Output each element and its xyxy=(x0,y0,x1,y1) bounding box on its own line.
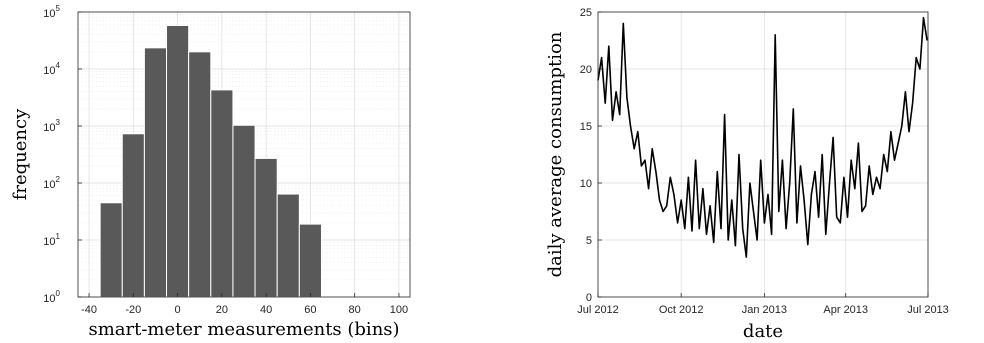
histogram-bar xyxy=(298,223,322,298)
line-x-tick-label: Jan 2013 xyxy=(742,304,787,316)
histogram-x-tick-label: 20 xyxy=(216,304,228,316)
line-chart: Jul 2012 Oct 2012 Jan 2013 Apr 2013 Jul 2013… xyxy=(545,7,949,342)
line-x-ticks: Jul 2012 Oct 2012 Jan 2013 Apr 2013 Jul 2013 xyxy=(577,293,949,316)
histogram-x-axis-label: smart-meter measurements (bins) xyxy=(88,319,399,340)
histogram-x-tick-label: 60 xyxy=(304,304,316,316)
histogram-bar xyxy=(232,124,256,298)
line-y-tick-label: 10 xyxy=(580,178,592,190)
line-y-tick-label: 20 xyxy=(580,64,592,76)
line-x-tick-label: Oct 2012 xyxy=(659,304,704,316)
line-y-tick-label: 5 xyxy=(586,235,592,247)
histogram-x-tick-label: -20 xyxy=(125,304,141,316)
histogram-y-tick-label: 100 xyxy=(43,289,60,305)
histogram-bar xyxy=(210,89,234,298)
line-y-axis-label: daily average consumption xyxy=(545,31,566,277)
line-x-tick-label: Jul 2012 xyxy=(577,304,619,316)
histogram-x-tick-label: -40 xyxy=(81,304,97,316)
histogram-bar xyxy=(254,157,278,298)
histogram-y-tick-label: 101 xyxy=(43,232,60,248)
histogram-bar xyxy=(166,24,190,298)
histogram-y-axis-label: frequency xyxy=(10,108,31,200)
histogram-x-tick-label: 40 xyxy=(260,304,272,316)
line-plot-area xyxy=(598,12,928,297)
line-series-daily-consumption xyxy=(597,16,928,258)
line-y-tick-label: 25 xyxy=(580,7,592,19)
line-axes-box xyxy=(597,11,929,298)
histogram-chart: -40 -20 0 20 40 60 80 100 100 101 102 103 104 105 sm… xyxy=(10,4,411,340)
histogram-bar xyxy=(121,133,145,298)
histogram-bar xyxy=(99,202,123,298)
histogram-y-tick-label: 105 xyxy=(43,4,60,20)
line-y-ticks: 0 5 10 15 20 25 xyxy=(580,7,602,304)
histogram-y-tick-label: 104 xyxy=(43,61,60,77)
histogram-y-tick-label: 103 xyxy=(43,118,60,134)
histogram-y-tick-label: 102 xyxy=(43,175,60,191)
line-y-tick-label: 0 xyxy=(586,292,592,304)
histogram-x-tick-label: 0 xyxy=(175,304,181,316)
histogram-bar xyxy=(143,47,168,298)
histogram-x-tick-label: 100 xyxy=(390,304,408,316)
line-x-tick-label: Apr 2013 xyxy=(823,304,868,316)
histogram-y-ticks: 100 101 102 103 104 105 xyxy=(43,4,82,305)
line-x-axis-label: date xyxy=(743,321,783,342)
histogram-bar xyxy=(276,193,300,298)
line-y-tick-label: 15 xyxy=(580,121,592,133)
line-x-tick-label: Jul 2013 xyxy=(907,304,949,316)
histogram-x-ticks: -40 -20 0 20 40 60 80 100 xyxy=(81,293,408,316)
histogram-x-tick-label: 80 xyxy=(349,304,361,316)
histogram-bar xyxy=(188,51,212,298)
histogram-axes-box xyxy=(77,11,411,298)
histogram-bars xyxy=(99,24,322,298)
